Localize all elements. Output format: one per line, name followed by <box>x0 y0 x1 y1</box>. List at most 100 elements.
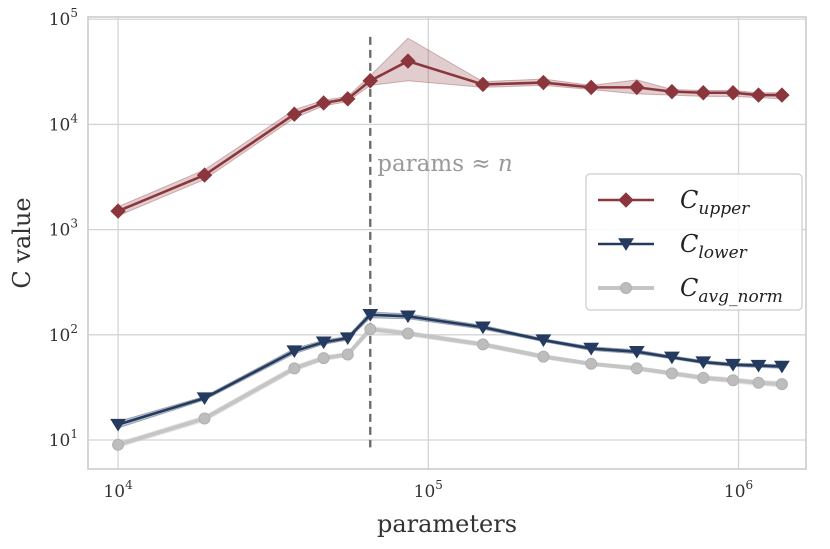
point-c-avg-norm <box>317 352 330 365</box>
legend-label-c-upper: Cupper <box>680 186 750 219</box>
tick-base: 10 <box>414 482 436 502</box>
annotation-main: params ≈ <box>377 151 498 177</box>
point-c-avg-norm <box>752 376 765 389</box>
point-c-lower <box>583 342 600 356</box>
point-c-avg-norm <box>112 438 125 451</box>
point-c-upper <box>535 74 552 91</box>
tick-exponent: 4 <box>125 478 133 492</box>
point-c-lower <box>774 360 790 374</box>
point-c-upper <box>110 203 126 219</box>
legend-label-main: C <box>680 274 698 302</box>
point-c-lower <box>750 359 767 373</box>
legend-label-sub: upper <box>698 199 750 219</box>
legend-item-c-lower: Clower <box>598 230 748 263</box>
point-c-avg-norm <box>697 371 710 384</box>
tick-base: 10 <box>49 431 71 451</box>
point-c-avg-norm <box>341 348 354 361</box>
x-tick-label: 106 <box>724 478 753 502</box>
line-c-lower <box>117 313 782 426</box>
series-c-lower <box>110 309 790 432</box>
point-c-lower <box>339 332 356 346</box>
plot-frame <box>87 16 807 470</box>
point-c-upper <box>315 95 332 111</box>
legend-item-c-upper: Cupper <box>598 186 750 219</box>
point-c-lower <box>725 358 741 372</box>
legend-label-sub: avg_norm <box>698 287 783 307</box>
tick-exponent: 5 <box>435 478 443 492</box>
tick-base: 10 <box>49 326 71 346</box>
point-c-avg-norm <box>630 362 643 375</box>
point-c-upper <box>286 106 303 122</box>
params-equals-n-label: params ≈ n <box>377 151 512 177</box>
legend-label-c-lower: Clower <box>680 230 748 263</box>
point-c-lower <box>400 310 416 324</box>
point-c-lower <box>475 321 491 335</box>
point-c-avg-norm <box>198 412 211 425</box>
x-axis-label: parameters <box>377 510 517 538</box>
point-c-avg-norm <box>665 367 678 380</box>
tick-exponent: 4 <box>70 111 78 125</box>
legend-label-sub: lower <box>698 243 747 263</box>
point-c-upper <box>400 53 416 69</box>
legend-item-c-avg-norm: Cavg_norm <box>598 274 783 307</box>
point-c-avg-norm <box>364 323 377 336</box>
x-tick-label: 104 <box>103 478 133 502</box>
series-group <box>110 53 790 451</box>
point-c-avg-norm <box>476 338 489 351</box>
point-c-lower <box>110 418 126 432</box>
tick-exponent: 2 <box>70 322 78 336</box>
point-c-lower <box>695 356 712 370</box>
tick-base: 10 <box>103 482 125 502</box>
y-tick-label: 103 <box>49 217 78 241</box>
point-c-lower <box>286 345 303 358</box>
point-c-upper <box>475 76 491 93</box>
point-c-upper <box>664 83 680 100</box>
series-c-avg-norm <box>112 323 788 451</box>
point-c-upper <box>750 87 767 103</box>
point-c-avg-norm <box>775 378 788 391</box>
tick-exponent: 6 <box>746 478 754 492</box>
point-c-avg-norm <box>537 350 550 363</box>
point-c-lower <box>664 351 680 365</box>
series-c-upper <box>110 53 790 219</box>
point-c-upper <box>196 167 213 183</box>
tick-base: 10 <box>724 482 746 502</box>
legend-marker-c-avg-norm <box>620 282 632 294</box>
x-tick-label: 105 <box>414 478 443 502</box>
x-tick-labels: 104 105 106 <box>103 478 753 502</box>
point-c-lower <box>628 346 645 359</box>
point-c-lower <box>535 334 552 348</box>
tick-base: 10 <box>49 221 71 241</box>
y-tick-label: 105 <box>49 6 78 30</box>
point-c-avg-norm <box>727 374 740 387</box>
point-c-lower <box>196 392 213 406</box>
point-c-upper <box>362 73 378 89</box>
point-c-upper <box>583 79 599 96</box>
y-tick-label: 101 <box>49 427 78 451</box>
tick-base: 10 <box>49 10 71 30</box>
params-equals-n-annotation: params ≈ n <box>369 36 513 448</box>
point-c-lower <box>362 309 379 322</box>
legend-label-main: C <box>680 186 698 214</box>
line-c-upper <box>117 59 782 213</box>
point-c-lower <box>315 336 332 350</box>
point-c-avg-norm <box>401 327 414 340</box>
tick-exponent: 3 <box>70 217 78 231</box>
y-tick-label: 104 <box>49 111 79 135</box>
point-c-upper <box>629 79 645 96</box>
legend-marker-c-lower <box>618 238 634 251</box>
legend-marker-c-upper <box>618 192 634 208</box>
line-c-avg-norm <box>117 327 783 447</box>
point-c-upper <box>695 85 712 101</box>
y-axis-label: C value <box>8 197 36 288</box>
legend-frame <box>585 173 803 311</box>
legend-label-c-avg-norm: Cavg_norm <box>680 274 783 307</box>
point-c-upper <box>340 91 356 107</box>
tick-exponent: 1 <box>70 427 78 441</box>
point-c-upper <box>725 85 741 101</box>
point-c-upper <box>774 87 790 103</box>
tick-exponent: 5 <box>70 6 78 20</box>
tick-base: 10 <box>49 115 71 135</box>
